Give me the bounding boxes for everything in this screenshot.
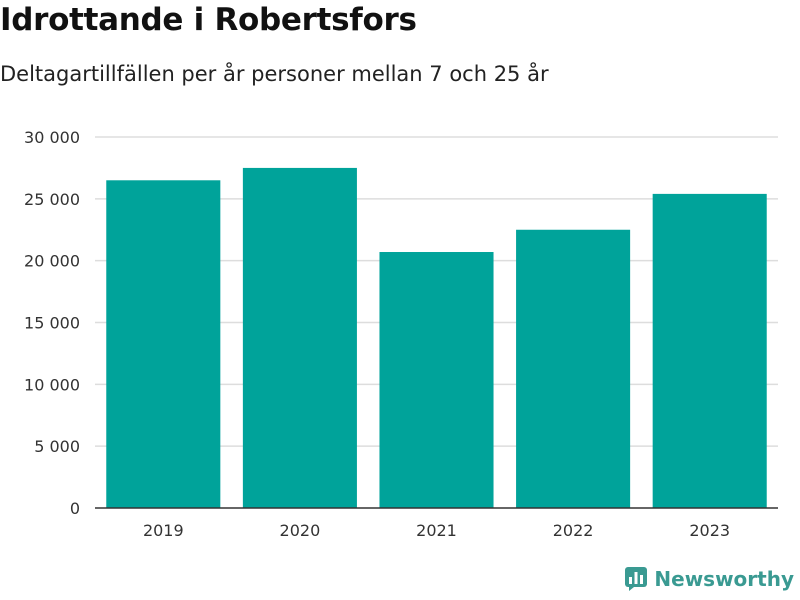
y-tick-label: 30 000 <box>24 128 80 147</box>
y-tick-label: 0 <box>70 499 80 518</box>
bars <box>106 167 767 509</box>
y-tick-labels: 0 5 000 10 000 15 000 20 000 25 000 30 000 <box>24 128 80 518</box>
bar-2021 <box>379 252 494 508</box>
chart-subtitle: Deltagartillfällen per år personer mella… <box>0 62 549 86</box>
bar-2023 <box>652 193 767 509</box>
newsworthy-logo-icon <box>625 567 648 591</box>
bar-2022 <box>516 229 631 508</box>
x-tick-label: 2019 <box>143 521 184 540</box>
y-tick-label: 25 000 <box>24 190 80 209</box>
x-tick-labels: 2019 2020 2021 2022 2023 <box>143 521 730 540</box>
x-tick-label: 2021 <box>416 521 457 540</box>
chart-title: Idrottande i Robertsfors <box>0 2 417 38</box>
bar-2019 <box>106 180 221 509</box>
y-tick-label: 5 000 <box>34 437 80 456</box>
brand: Newsworthy <box>624 566 794 592</box>
x-tick-label: 2023 <box>689 521 730 540</box>
y-tick-label: 10 000 <box>24 375 80 394</box>
y-tick-label: 15 000 <box>24 314 80 333</box>
x-tick-label: 2022 <box>553 521 594 540</box>
bar-2020 <box>242 167 357 508</box>
brand-name: Newsworthy <box>654 567 794 591</box>
y-tick-label: 20 000 <box>24 252 80 271</box>
x-tick-label: 2020 <box>280 521 321 540</box>
